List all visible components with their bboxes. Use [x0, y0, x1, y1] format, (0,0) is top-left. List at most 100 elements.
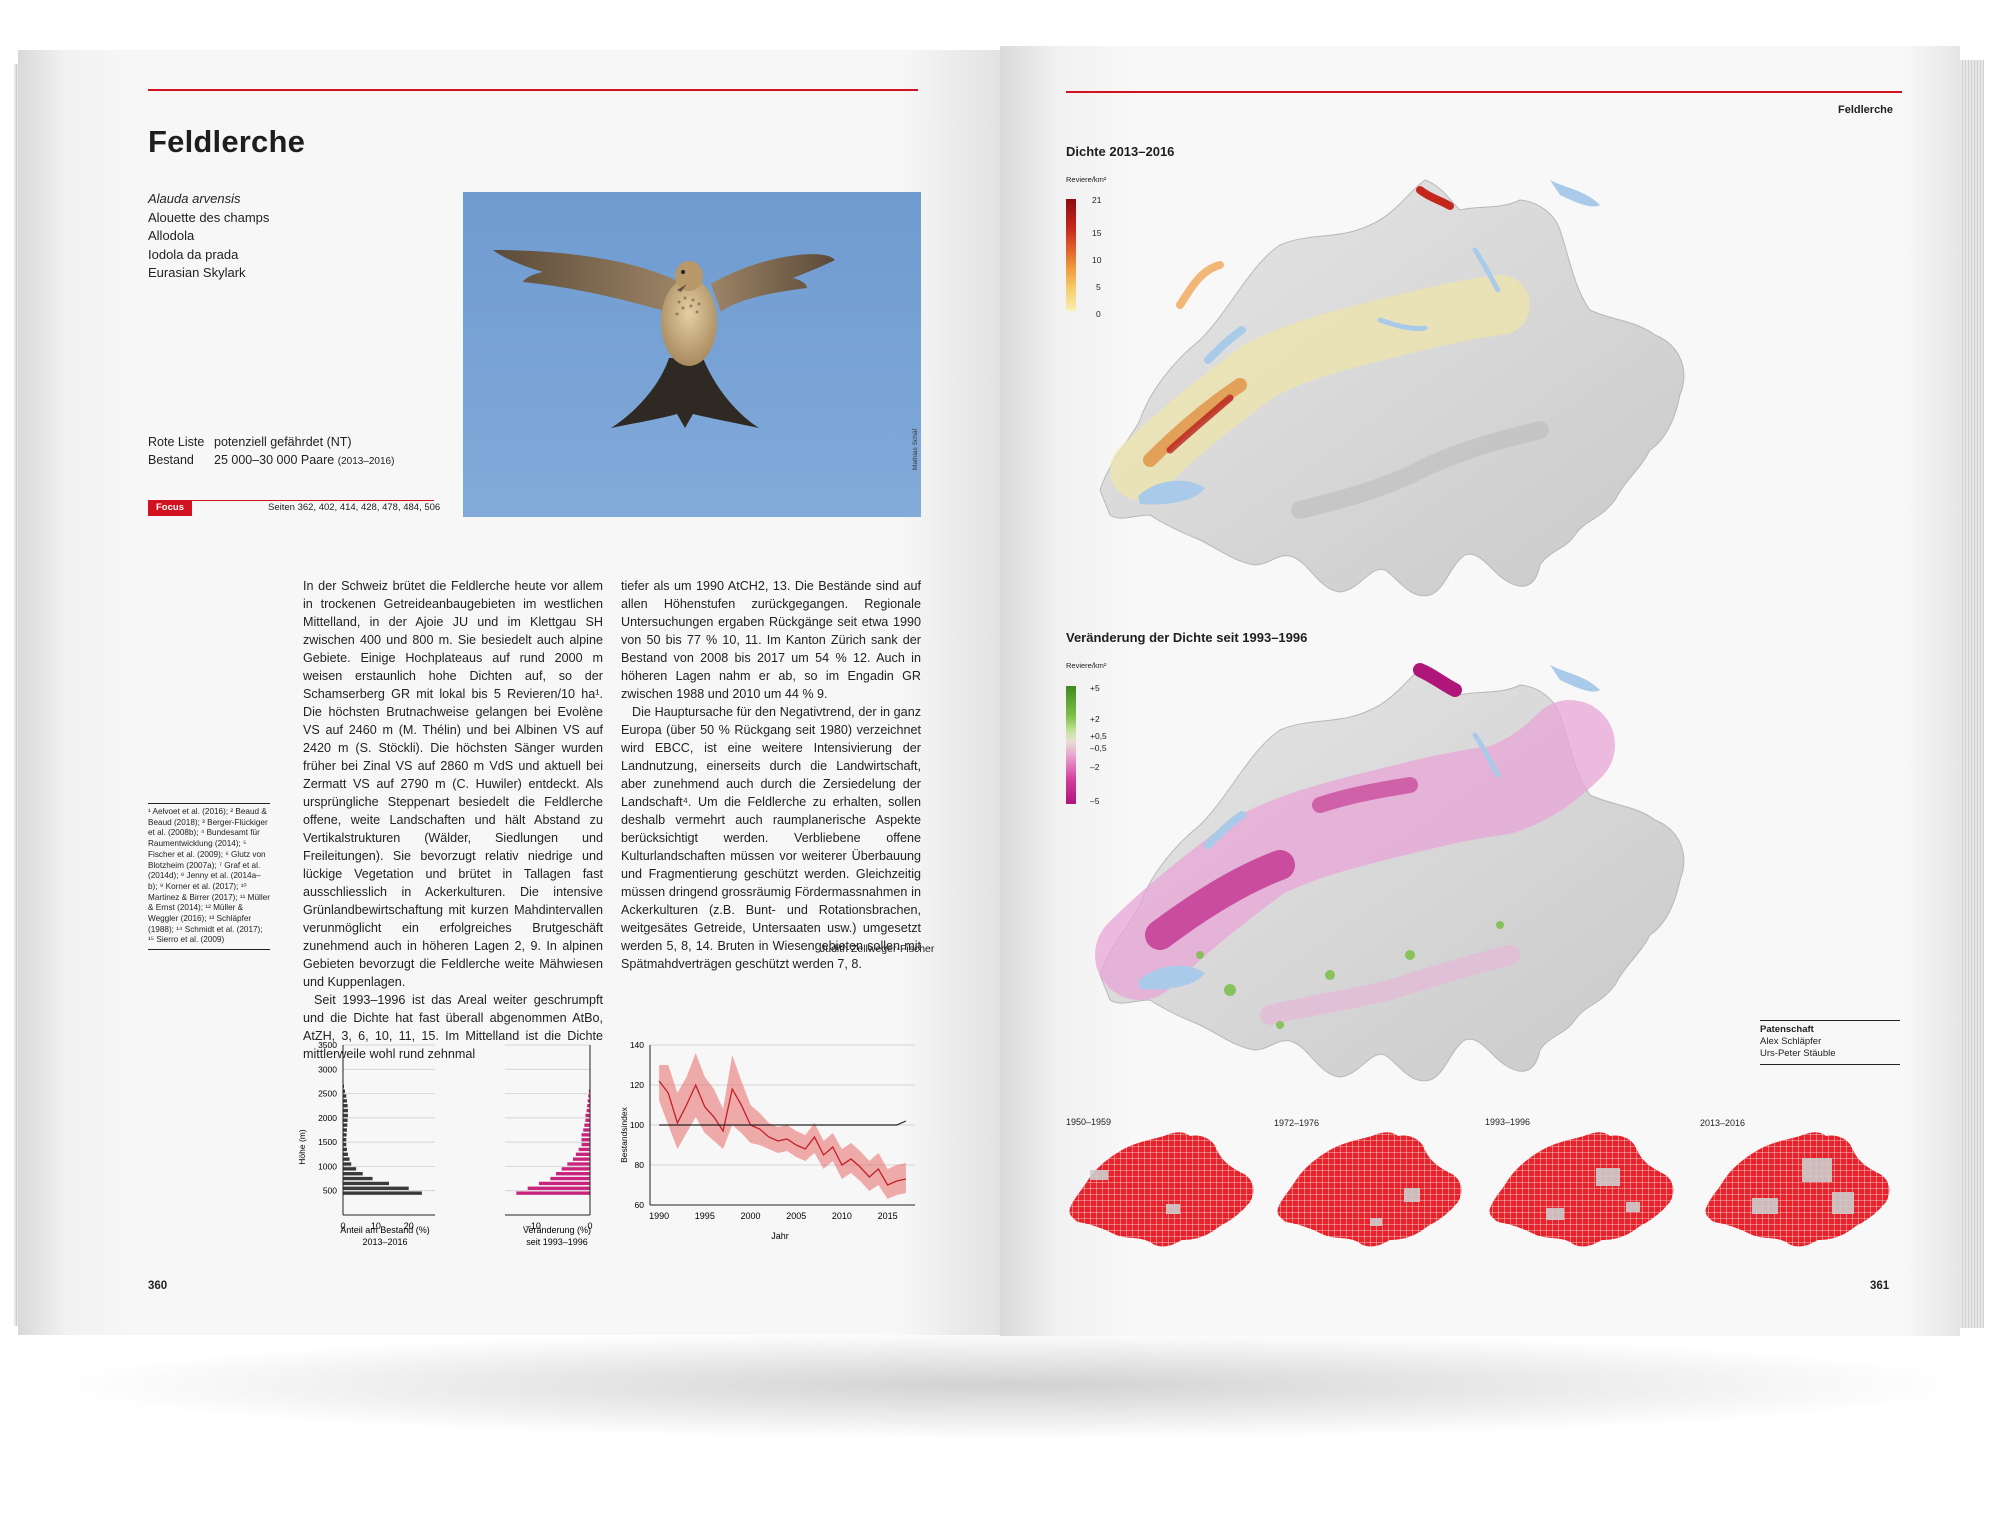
- skylark-photo: [463, 192, 921, 517]
- map1-legend-bar: [1066, 199, 1076, 311]
- period-label-4: 2013–2016: [1700, 1118, 1746, 1128]
- x-axis-label-1b: 2013–2016: [362, 1237, 407, 1247]
- altitude-bar: [343, 1157, 350, 1161]
- references: ¹ Aelvoet et al. (2016); ² Beaud & Beaud…: [148, 803, 270, 951]
- rote-liste-label: Rote Liste: [148, 435, 205, 449]
- y-tick-label: 80: [635, 1160, 645, 1170]
- bestand-value: 25 000–30 000 Paare: [214, 453, 335, 467]
- page-edges-right: [1960, 60, 1984, 1328]
- patenschaft-label: Patenschaft: [1760, 1024, 1814, 1035]
- map2-legend-m2: –2: [1090, 762, 1100, 772]
- x-tick-label: 1995: [695, 1211, 715, 1221]
- y-axis-label: Bestandsindex: [619, 1106, 629, 1163]
- map2-legend-m05: –0,5: [1090, 743, 1107, 753]
- x-tick-label: 20: [404, 1221, 414, 1231]
- alpine-decline: [1260, 945, 1520, 1025]
- sponsor-name: Alex Schläpfer: [1760, 1036, 1822, 1047]
- photo-credit: Mathias Schäf: [912, 428, 919, 470]
- change-bar: [583, 1128, 590, 1132]
- y-axis-label: Höhe (m): [297, 1129, 307, 1165]
- paragraph: Seit 1993–1996 ist das Areal weiter gesc…: [303, 993, 603, 1061]
- ajoie-density: [1176, 261, 1224, 309]
- gap-cells: [1802, 1158, 1832, 1182]
- text-column-2: tiefer als um 1990 AtCH2, 13. Die Bestän…: [621, 577, 921, 973]
- species-title: Feldlerche: [148, 124, 306, 159]
- altitude-bar: [343, 1089, 345, 1093]
- lake-constance: [1550, 665, 1600, 692]
- map2-legend-bar: [1066, 686, 1076, 804]
- focus-pages: Seiten 362, 402, 414, 428, 478, 484, 506: [268, 502, 441, 513]
- map2-title: Veränderung der Dichte seit 1993–1996: [1066, 630, 1308, 645]
- distribution-atlas-row: [1069, 1132, 1890, 1247]
- altitude-bar: [343, 1167, 357, 1171]
- altitude-share-chart: 3500 3000 2500 2000 1500 1000 500 0 10 20: [318, 1040, 435, 1231]
- map1-legend-unit: Reviere/km²: [1066, 175, 1107, 184]
- running-head: Feldlerche: [1838, 104, 1894, 116]
- y-tick-label: 2500: [318, 1089, 337, 1099]
- x-tick-label: 0: [587, 1221, 592, 1231]
- skylark-illustration: [493, 250, 835, 428]
- altitude-bar: [343, 1147, 347, 1152]
- top-rule-right: [1066, 91, 1902, 93]
- x-tick-label: 2015: [878, 1211, 898, 1221]
- klettgau-decline: [1413, 663, 1462, 697]
- change-bar: [573, 1157, 590, 1161]
- change-bar: [588, 1089, 590, 1093]
- gap-cells: [1596, 1168, 1620, 1186]
- map1-title: Dichte 2013–2016: [1066, 144, 1175, 159]
- x-axis-label: Jahr: [771, 1231, 789, 1241]
- map2-legend-m5: –5: [1090, 796, 1100, 806]
- romansh-name: Iodola da prada: [148, 246, 239, 262]
- left-wing: [493, 250, 683, 312]
- map2-legend-p2: +2: [1090, 714, 1100, 724]
- confidence-band: [659, 1053, 906, 1199]
- change-bar: [587, 1099, 590, 1103]
- gap-cells: [1832, 1192, 1854, 1214]
- population-index-chart: 140 120 100 80 60 1990 1995 2000 2005 2010 2015 Be…: [619, 1040, 915, 1241]
- change-bar: [586, 1108, 590, 1113]
- altitude-bar: [343, 1118, 348, 1122]
- atlas-map: [1277, 1132, 1462, 1247]
- x-tick-label: 2005: [786, 1211, 806, 1221]
- density-map: [1099, 179, 1685, 597]
- author: Judith Zellweger-Fischer: [820, 943, 935, 955]
- change-bar: [588, 1094, 590, 1098]
- lake-neuchatel: [1204, 326, 1246, 364]
- change-bar: [550, 1176, 590, 1181]
- gap-cells: [1752, 1198, 1778, 1214]
- y-tick-label: 1000: [318, 1161, 337, 1171]
- species-names: Alauda arvensis Alouette des champs Allo…: [148, 190, 269, 283]
- breast-streaks: [675, 296, 701, 316]
- x-axis-label-1a: Anteil am Bestand (%): [340, 1225, 430, 1235]
- x-tick-label: 2010: [832, 1211, 852, 1221]
- atlas-1950-1959: [1069, 1132, 1254, 1247]
- map1-legend-10: 10: [1092, 255, 1102, 265]
- change-bar: [581, 1138, 590, 1142]
- altitude-bar: [343, 1104, 348, 1108]
- focus-rule: [192, 500, 434, 501]
- atlas-1993-1996: [1489, 1132, 1674, 1247]
- x-tick-label: 1990: [649, 1211, 669, 1221]
- gap-cells: [1370, 1218, 1382, 1226]
- altitude-change-chart: –10 0: [505, 1044, 593, 1231]
- page-number-right: 361: [1870, 1280, 1890, 1292]
- altitude-bar: [343, 1181, 389, 1186]
- altitude-bar: [343, 1094, 347, 1098]
- x-tick-label: 2000: [741, 1211, 761, 1221]
- increase-patches: [1196, 921, 1504, 1029]
- altitude-bar: [343, 1172, 363, 1176]
- klettgau-density: [1416, 186, 1454, 210]
- right-wing: [711, 254, 835, 312]
- change-bar: [539, 1181, 590, 1186]
- switzerland-outline: [1099, 179, 1685, 597]
- high-density-band: [1143, 378, 1247, 467]
- map1-legend-21: 21: [1092, 195, 1102, 205]
- change-bar: [587, 1104, 590, 1108]
- book-shadow: [40, 1330, 1980, 1440]
- gap-cells: [1404, 1188, 1420, 1202]
- paragraph: In der Schweiz brütet die Feldlerche heu…: [303, 579, 603, 989]
- change-bar: [575, 1152, 590, 1156]
- altitude-bar: [343, 1099, 347, 1103]
- focus-tag: Focus: [148, 500, 192, 516]
- line-chart-body: 140 120 100 80 60 1990 1995 2000 2005 2010 2015: [630, 1040, 915, 1221]
